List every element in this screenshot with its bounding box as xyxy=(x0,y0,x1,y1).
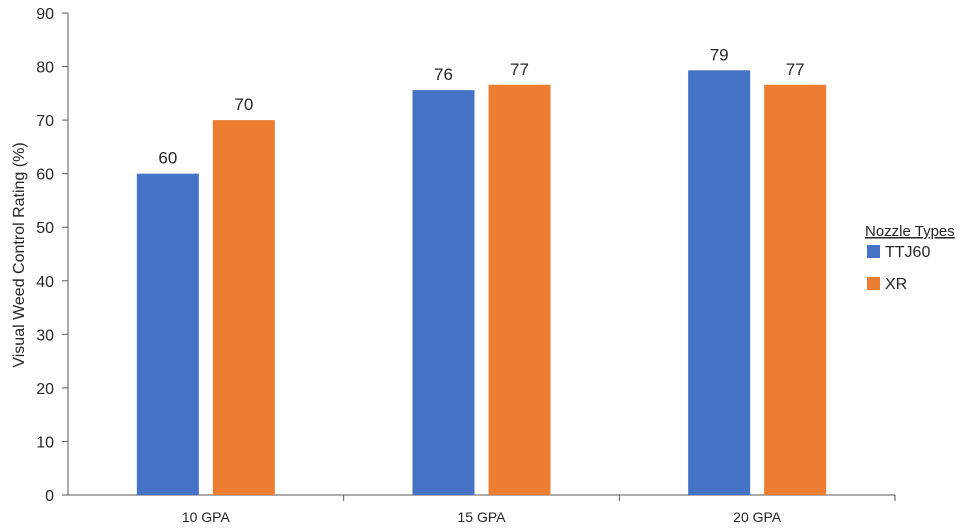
y-tick-label: 60 xyxy=(36,167,54,184)
bars xyxy=(136,70,827,496)
y-axis: 0 10 20 30 40 50 60 70 80 90 xyxy=(36,6,69,505)
data-label: 77 xyxy=(786,60,805,79)
legend-label-xr: XR xyxy=(885,276,907,293)
data-label: 76 xyxy=(434,65,453,84)
x-axis: 10 GPA 15 GPA 20 GPA xyxy=(68,494,896,525)
x-category-label: 15 GPA xyxy=(458,509,507,525)
bar-ttj60 xyxy=(412,90,475,496)
y-tick-label: 70 xyxy=(36,113,54,130)
bar-ttj60 xyxy=(136,173,199,495)
data-label: 70 xyxy=(234,95,253,114)
y-tick-label: 90 xyxy=(36,6,54,23)
bar-xr xyxy=(764,84,827,496)
data-label: 79 xyxy=(710,45,729,64)
x-category-label: 10 GPA xyxy=(182,509,231,525)
y-axis-title: Visual Weed Control Rating (%) xyxy=(11,142,28,367)
legend: Nozzle Types TTJ60 XR xyxy=(865,223,955,293)
data-labels: 60 70 76 77 79 77 xyxy=(158,45,804,167)
legend-title: Nozzle Types xyxy=(865,223,955,240)
y-tick-label: 10 xyxy=(36,434,54,451)
data-label: 60 xyxy=(158,149,177,168)
y-tick-label: 30 xyxy=(36,327,54,344)
y-tick-label: 20 xyxy=(36,381,54,398)
y-tick-label: 0 xyxy=(45,488,54,505)
x-category-label: 20 GPA xyxy=(733,509,782,525)
y-tick-label: 80 xyxy=(36,60,54,77)
y-tick-label: 50 xyxy=(36,220,54,237)
y-tick-label: 40 xyxy=(36,274,54,291)
legend-swatch-xr xyxy=(867,277,880,290)
data-label: 77 xyxy=(510,60,529,79)
bar-xr xyxy=(488,84,551,496)
legend-label-ttj60: TTJ60 xyxy=(885,244,930,261)
bar-xr xyxy=(212,120,275,495)
bar-ttj60 xyxy=(688,70,751,495)
legend-swatch-ttj60 xyxy=(867,245,880,258)
